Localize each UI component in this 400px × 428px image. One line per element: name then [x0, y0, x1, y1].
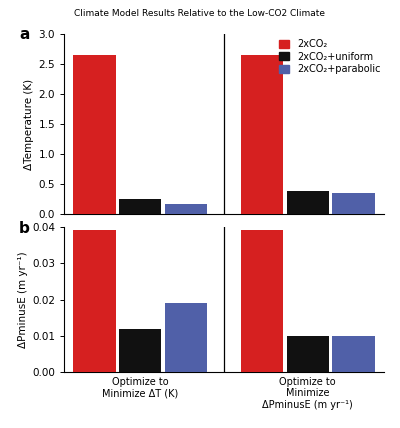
Bar: [119, 199, 161, 214]
Bar: [165, 303, 207, 372]
Text: b: b: [19, 221, 30, 236]
Bar: [241, 55, 283, 214]
Bar: [332, 193, 374, 214]
Bar: [287, 336, 329, 372]
Bar: [74, 55, 116, 214]
Text: a: a: [19, 27, 30, 42]
Y-axis label: ΔPminusE (m yr⁻¹): ΔPminusE (m yr⁻¹): [18, 251, 28, 348]
Bar: [165, 205, 207, 214]
Text: Climate Model Results Relative to the Low-CO2 Climate: Climate Model Results Relative to the Lo…: [74, 9, 326, 18]
Bar: [287, 191, 329, 214]
Y-axis label: ΔTemperature (K): ΔTemperature (K): [24, 79, 34, 169]
Bar: [241, 230, 283, 372]
Legend: 2xCO₂, 2xCO₂+uniform, 2xCO₂+parabolic: 2xCO₂, 2xCO₂+uniform, 2xCO₂+parabolic: [278, 37, 382, 76]
Bar: [332, 336, 374, 372]
Bar: [119, 329, 161, 372]
Bar: [74, 230, 116, 372]
